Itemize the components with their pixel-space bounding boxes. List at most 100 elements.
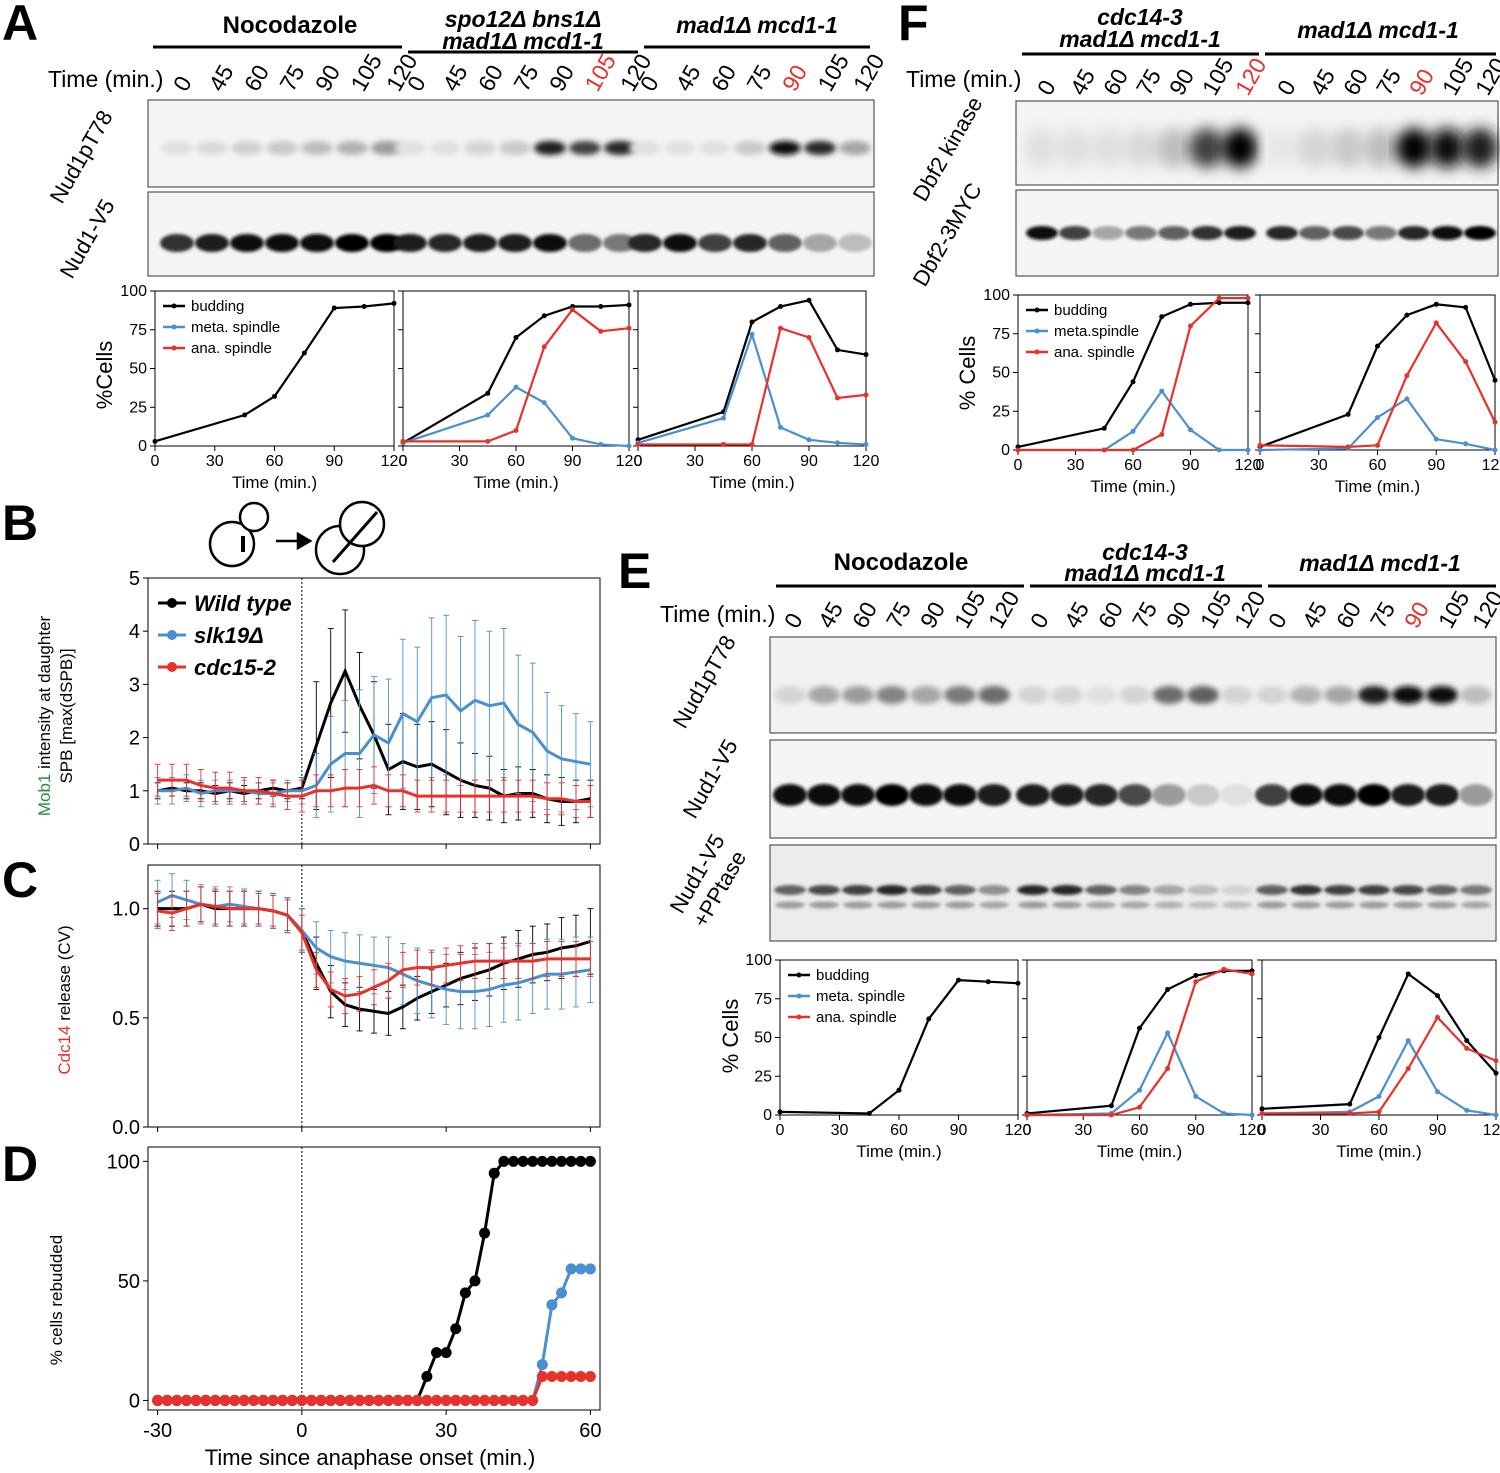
x-tick-label: 60 (1370, 1122, 1388, 1139)
blot-band (1426, 885, 1458, 895)
data-point (272, 393, 277, 399)
x-tick-label: 0 (776, 1122, 785, 1139)
legend-label: budding (191, 298, 244, 315)
data-point (513, 384, 519, 390)
y-tick-label: 0 (129, 1390, 140, 1412)
series-line (403, 308, 630, 443)
data-point (200, 1394, 212, 1406)
y-tick-label: 0 (763, 1107, 772, 1124)
legend-marker (171, 303, 177, 309)
data-point (584, 1371, 596, 1383)
blot-band (1024, 128, 1060, 168)
data-point (778, 304, 783, 309)
blot-band (808, 885, 840, 895)
data-point (459, 1394, 471, 1406)
lane-time-label: 45 (670, 60, 705, 95)
blot-band (1332, 226, 1364, 240)
condition-mad1: mad1Δ mcd1-1 (676, 12, 838, 38)
x-tick-label: 90 (1427, 457, 1445, 474)
series-meta-spindle (400, 384, 632, 449)
ylabel-f: % Cells (955, 336, 980, 411)
blot-band (808, 686, 840, 704)
data-point (1193, 973, 1199, 978)
blot-band (1123, 128, 1159, 168)
data-point (325, 1394, 337, 1406)
data-point (1375, 343, 1380, 349)
series-line (1259, 320, 1496, 449)
data-point (248, 1394, 260, 1406)
bands-e-nud1-v5 (773, 784, 1493, 806)
plot-frame (1259, 294, 1496, 451)
blot-band (1266, 226, 1298, 240)
blot-band (1297, 128, 1333, 168)
y-tick-label: 75 (754, 991, 772, 1008)
condition-mad1-f: mad1Δ mcd1-1 (1297, 17, 1459, 43)
condition-cdc14-line2: mad1Δ mcd1-1 (1059, 26, 1221, 52)
data-point (565, 1263, 577, 1275)
x-axis-label: Time (min.) (1097, 1142, 1182, 1161)
x-axis-label: Time (min.) (1335, 477, 1420, 496)
chart-c: 0.0 0.5 1.0 (112, 864, 601, 1139)
data-point (1492, 447, 1498, 453)
series-line (1018, 389, 1248, 452)
lane-time-label: 90 (1404, 64, 1439, 99)
blot-band (1391, 784, 1425, 806)
data-point (1108, 1103, 1114, 1109)
data-point (229, 1394, 241, 1406)
y-tick-label: 0 (129, 834, 140, 856)
ylabel-c-cdc14: Cdc14 (55, 1026, 74, 1075)
condition-nocodazole: Nocodazole (223, 12, 358, 39)
series-line (1261, 1038, 1497, 1117)
x-tick-label: 0 (399, 453, 408, 470)
data-point (896, 1087, 902, 1093)
blot-band (429, 141, 461, 155)
legend-label: Wild type (194, 591, 292, 616)
panel-a-conditions: Nocodazole spo12Δ bns1Δ mad1Δ mcd1-1 mad… (153, 6, 870, 54)
blot-label-nud1pt78: Nud1pT78 (45, 106, 118, 207)
legend-e1: budding meta. spindle ana. spindle (788, 967, 905, 1026)
panel-label-b: B (2, 495, 38, 551)
chart-a1: 0 25 50 75 100 0 30 60 90 120 Time (min.) (120, 283, 407, 492)
series-budding (400, 302, 632, 446)
x-tick-label: 90 (564, 453, 582, 470)
blot-band (1290, 686, 1322, 704)
x-tick-label: 90 (950, 1122, 968, 1139)
x-axis-label: Time (min.) (1336, 1142, 1421, 1161)
lane-time-label: 0 (1263, 608, 1292, 632)
ylabel-b-rest: intensity at daughter (35, 615, 54, 773)
data-point (749, 441, 755, 447)
data-point (513, 335, 519, 340)
lane-time-label: 90 (544, 60, 579, 95)
data-point (575, 1155, 587, 1167)
data-point (1347, 1110, 1353, 1116)
lane-time-label: 120 (0, 0, 38, 5)
lane-time-label: 75 (1127, 597, 1162, 632)
blot-band (1264, 128, 1300, 168)
panel-label-d: D (2, 1136, 38, 1192)
data-point (1433, 301, 1439, 307)
series-ana-spindle (635, 325, 869, 447)
blot-band (1018, 901, 1048, 909)
blot-band (803, 234, 837, 252)
data-point (1375, 414, 1380, 420)
data-point (866, 1110, 872, 1116)
series-line (157, 778, 591, 803)
data-point (598, 441, 604, 447)
data-point (1435, 1014, 1440, 1020)
data-point (277, 1394, 289, 1406)
data-point (315, 1394, 327, 1406)
data-point (391, 300, 397, 306)
data-point (1188, 323, 1193, 329)
data-point (1493, 1112, 1499, 1118)
data-point (546, 1371, 558, 1383)
chart-a3: 0 30 60 90 120 Time (min.) (633, 290, 879, 492)
blot-band (809, 901, 839, 909)
y-tick-label: 50 (992, 365, 1010, 382)
x-tick-label: 60 (579, 1420, 601, 1442)
data-point (721, 415, 726, 421)
x-tick-label: 90 (1182, 457, 1200, 474)
blot-band (1152, 784, 1186, 806)
legend-label: cdc15-2 (194, 655, 277, 680)
blot-band (1222, 128, 1258, 168)
long-spindle-icon (331, 511, 379, 563)
